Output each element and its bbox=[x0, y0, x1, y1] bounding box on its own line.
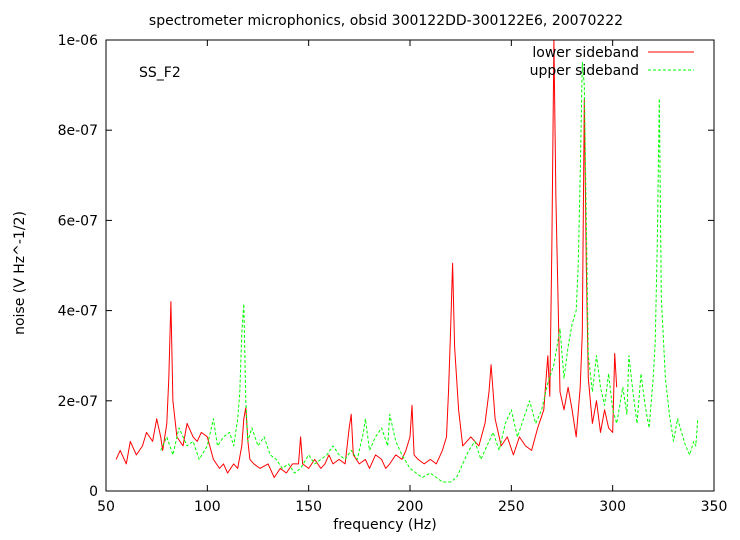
y-tick-label: 8e-07 bbox=[58, 123, 98, 139]
series-line-upper-sideband bbox=[160, 62, 699, 483]
x-tick-label: 50 bbox=[97, 499, 115, 515]
y-axis-label: noise (V Hz^-1/2) bbox=[12, 211, 28, 335]
y-tick-label: 4e-07 bbox=[58, 304, 98, 320]
y-tick-label: 0 bbox=[89, 484, 98, 500]
chart-title: spectrometer microphonics, obsid 300122D… bbox=[149, 13, 623, 29]
legend: lower sideband upper sideband bbox=[530, 45, 694, 79]
y-tick-label: 2e-07 bbox=[58, 394, 98, 410]
x-tick-label: 350 bbox=[701, 499, 728, 515]
x-tick-label: 150 bbox=[295, 499, 322, 515]
series-line-lower-sideband bbox=[115, 39, 618, 478]
axis-ticks: 50 100 150 200 250 300 350 0 2e-07 4e-07 6e-07 8e-0… bbox=[58, 33, 728, 515]
x-tick-label: 250 bbox=[498, 499, 525, 515]
plot-frame bbox=[105, 39, 715, 492]
ss-f2-annotation: SS_F2 bbox=[139, 65, 181, 81]
legend-label-lower-sideband: lower sideband bbox=[532, 45, 639, 61]
x-tick-label: 100 bbox=[194, 499, 221, 515]
legend-label-upper-sideband: upper sideband bbox=[530, 63, 639, 79]
x-axis-label: frequency (Hz) bbox=[333, 517, 436, 533]
plot-area bbox=[115, 39, 699, 483]
x-tick-label: 200 bbox=[397, 499, 424, 515]
y-tick-label: 1e-06 bbox=[58, 33, 98, 49]
y-tick-label: 6e-07 bbox=[58, 213, 98, 229]
x-tick-label: 300 bbox=[599, 499, 626, 515]
